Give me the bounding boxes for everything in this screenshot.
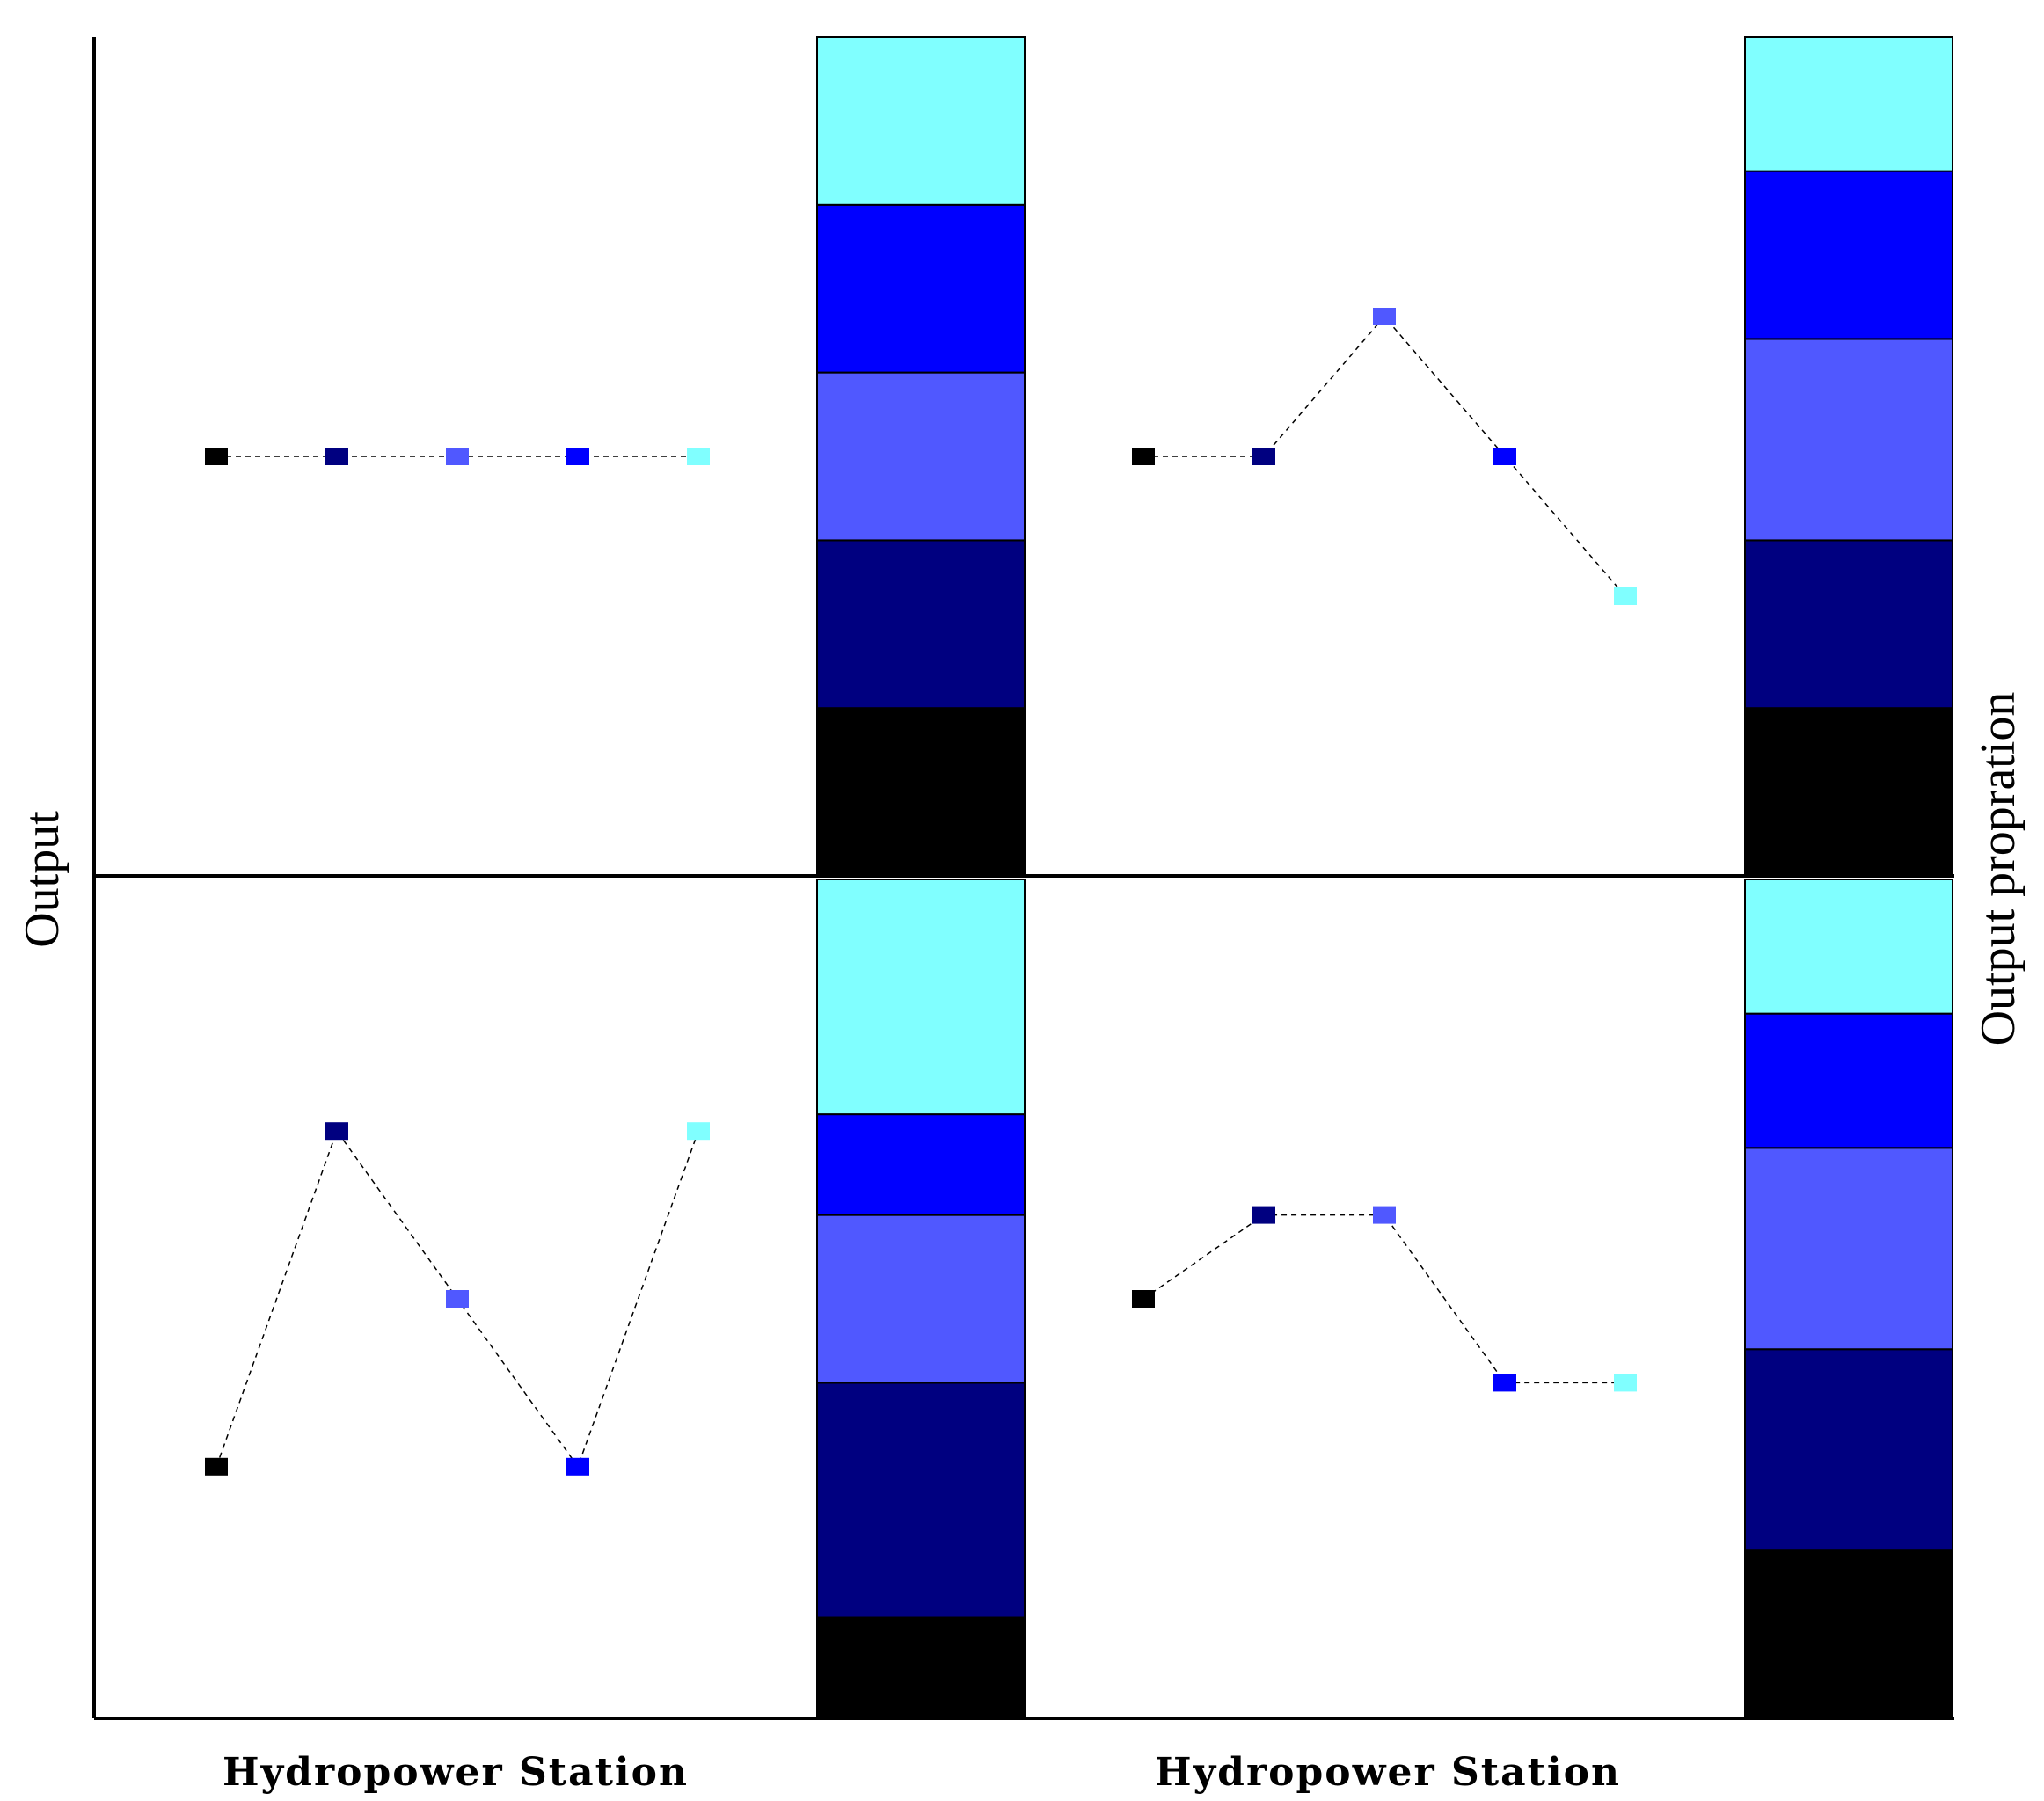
proportion-segment-2 [816, 539, 1026, 710]
data-point-2 [1252, 448, 1275, 465]
panel-bottom-right [1132, 879, 1953, 1719]
data-point-2 [1252, 1206, 1275, 1224]
data-point-4 [566, 1457, 589, 1476]
panel-bottom-left [205, 879, 1026, 1720]
data-point-1 [1132, 448, 1155, 465]
proportion-segment-4 [1744, 170, 1953, 340]
data-point-5 [1614, 1374, 1637, 1392]
data-point-5 [1614, 587, 1637, 605]
data-point-2 [325, 448, 348, 465]
x-axis-label-left: Hydropower Station [223, 1750, 689, 1795]
series-line [1142, 1214, 1625, 1384]
data-point-1 [1132, 1290, 1155, 1308]
data-point-2 [325, 1122, 348, 1141]
series-line [1143, 315, 1626, 597]
data-point-4 [566, 448, 589, 465]
data-point-1 [205, 1457, 228, 1476]
x-axis-label-right: Hydropower Station [1155, 1750, 1621, 1795]
proportion-segment-3 [1744, 1147, 1953, 1351]
proportion-segment-4 [1744, 1012, 1953, 1149]
proportion-segment-3 [816, 371, 1026, 542]
proportion-segment-2 [816, 1382, 1026, 1619]
proportion-segment-5 [816, 36, 1026, 206]
data-point-4 [1493, 448, 1516, 465]
proportion-segment-1 [816, 1616, 1026, 1720]
proportion-segment-3 [816, 1214, 1026, 1384]
data-point-5 [687, 1122, 710, 1141]
data-point-3 [446, 1290, 469, 1308]
data-point-1 [205, 448, 228, 465]
proportion-segment-3 [1744, 338, 1953, 542]
proportion-segment-1 [816, 707, 1026, 878]
proportion-segment-5 [1744, 36, 1953, 172]
proportion-segment-4 [816, 1113, 1026, 1216]
panels [205, 36, 1953, 1720]
panel-top-right [1132, 36, 1953, 878]
proportion-segment-1 [1744, 707, 1953, 878]
proportion-segment-2 [1744, 539, 1953, 710]
proportion-segment-5 [1744, 879, 1953, 1015]
data-point-3 [1373, 308, 1396, 325]
proportion-segment-1 [1744, 1549, 1953, 1719]
data-point-3 [446, 448, 469, 465]
proportion-segment-2 [1744, 1348, 1953, 1552]
proportion-segment-4 [816, 203, 1026, 374]
proportion-segment-5 [816, 879, 1026, 1116]
panel-top-left [205, 36, 1026, 878]
data-point-4 [1493, 1374, 1516, 1392]
data-point-5 [687, 448, 710, 465]
data-point-3 [1373, 1206, 1396, 1224]
y-axis-label-left: Output [15, 811, 69, 948]
y-axis-label-right: Output propration [1971, 692, 2026, 1046]
